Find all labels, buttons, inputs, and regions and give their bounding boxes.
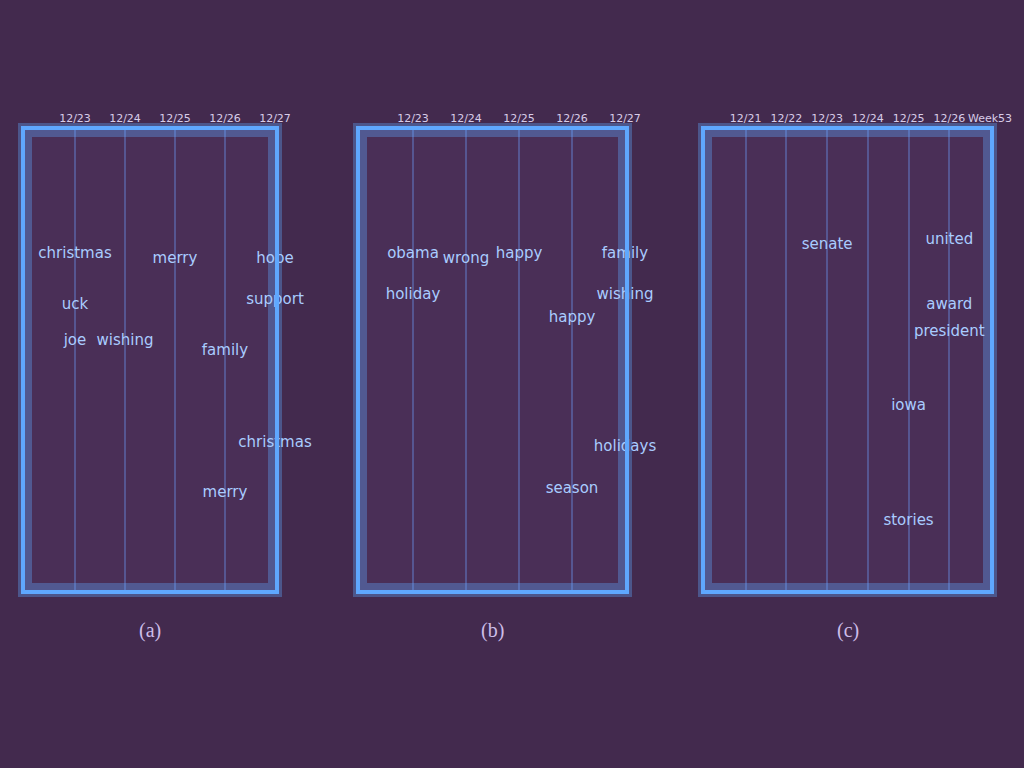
svg-text:12/25: 12/25 [503, 112, 535, 125]
svg-text:happy: happy [496, 244, 543, 262]
svg-text:united: united [925, 230, 973, 248]
svg-text:happy: happy [549, 308, 596, 326]
svg-text:12/24: 12/24 [852, 112, 884, 125]
svg-text:12/23: 12/23 [59, 112, 91, 125]
svg-text:senate: senate [802, 235, 853, 253]
svg-text:12/27: 12/27 [609, 112, 641, 125]
svg-text:(a): (a) [139, 619, 161, 642]
svg-text:12/23: 12/23 [811, 112, 843, 125]
svg-text:12/25: 12/25 [893, 112, 925, 125]
svg-text:merry: merry [153, 249, 198, 267]
svg-text:(b): (b) [481, 619, 504, 642]
svg-text:iowa: iowa [891, 396, 926, 414]
svg-text:wishing: wishing [97, 331, 154, 349]
svg-text:12/26: 12/26 [933, 112, 965, 125]
svg-text:12/25: 12/25 [159, 112, 191, 125]
svg-text:12/24: 12/24 [450, 112, 482, 125]
svg-text:joe: joe [63, 331, 87, 349]
svg-text:wishing: wishing [597, 285, 654, 303]
svg-text:award: award [926, 295, 972, 313]
svg-text:support: support [246, 290, 304, 308]
svg-text:family: family [202, 341, 248, 359]
svg-text:12/24: 12/24 [109, 112, 141, 125]
svg-text:family: family [602, 244, 648, 262]
svg-text:uck: uck [62, 295, 89, 313]
svg-text:(c): (c) [837, 619, 859, 642]
svg-text:holidays: holidays [594, 437, 657, 455]
svg-text:president: president [914, 322, 985, 340]
svg-text:12/22: 12/22 [771, 112, 803, 125]
svg-text:obama: obama [387, 244, 439, 262]
svg-text:stories: stories [883, 511, 933, 529]
svg-text:12/26: 12/26 [209, 112, 241, 125]
svg-text:12/26: 12/26 [556, 112, 588, 125]
svg-text:12/27: 12/27 [259, 112, 291, 125]
svg-text:12/23: 12/23 [397, 112, 429, 125]
svg-text:christmas: christmas [238, 433, 312, 451]
svg-text:merry: merry [203, 483, 248, 501]
svg-text:holiday: holiday [386, 285, 441, 303]
svg-text:hope: hope [256, 249, 293, 267]
svg-text:christmas: christmas [38, 244, 112, 262]
svg-text:wrong: wrong [443, 249, 489, 267]
svg-text:season: season [546, 479, 599, 497]
svg-text:12/21: 12/21 [730, 112, 762, 125]
svg-text:Week53: Week53 [968, 112, 1012, 125]
